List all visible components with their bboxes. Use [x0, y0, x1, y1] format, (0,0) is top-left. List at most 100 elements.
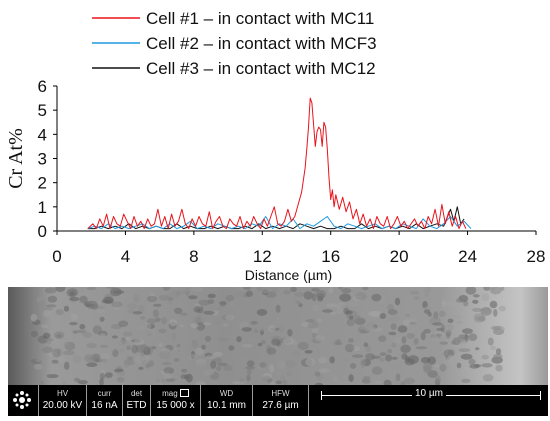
- sem-grain: [401, 336, 407, 344]
- x-tick-label-4: 4: [121, 247, 130, 266]
- sem-grain: [311, 287, 320, 292]
- series-line-2: [87, 216, 472, 230]
- sem-grain: [493, 309, 498, 317]
- sem-grain: [63, 305, 70, 312]
- sem-grain: [413, 296, 420, 300]
- scale-bar-tick-right: [540, 391, 541, 400]
- sem-grain: [294, 291, 304, 298]
- sem-grain: [363, 342, 369, 347]
- sem-grain: [472, 299, 479, 304]
- sem-grain: [436, 333, 442, 337]
- sem-grain: [349, 315, 354, 320]
- sem-grain: [241, 327, 252, 332]
- sem-grain: [338, 287, 343, 290]
- sem-grain: [392, 379, 402, 385]
- sem-grain: [277, 360, 287, 370]
- sem-grain: [38, 299, 46, 308]
- x-tick-label-28: 28: [527, 247, 546, 266]
- sem-grain: [57, 356, 66, 363]
- sem-grain: [339, 358, 350, 362]
- sem-grain: [105, 287, 115, 289]
- sem-grain: [360, 325, 371, 331]
- sem-grain: [163, 372, 173, 380]
- sem-grain: [146, 295, 158, 303]
- sem-grain: [435, 375, 441, 383]
- sem-grain: [407, 355, 419, 364]
- sem-grain: [77, 380, 88, 385]
- sem-grain: [406, 333, 416, 339]
- sem-grain: [355, 292, 367, 301]
- sem-grain: [30, 330, 38, 338]
- sem-grain: [278, 324, 284, 333]
- sem-grain: [336, 308, 344, 315]
- sem-grain: [223, 365, 233, 371]
- sem-grain: [409, 290, 420, 295]
- sem-grain: [245, 290, 253, 297]
- sem-grain: [460, 353, 473, 360]
- sem-grain: [223, 323, 229, 327]
- sem-grain: [207, 293, 216, 299]
- sem-grain: [362, 376, 371, 380]
- sem-grain: [283, 290, 291, 295]
- sem-grain: [104, 372, 113, 378]
- sem-grain: [122, 331, 133, 337]
- sem-grain: [246, 360, 255, 367]
- y-tick-label-1: 1: [38, 198, 47, 217]
- sem-grain: [348, 338, 354, 343]
- sem-grain: [480, 307, 492, 316]
- sem-grain: [195, 347, 204, 356]
- sem-grain: [236, 336, 242, 343]
- sem-grain: [317, 318, 323, 322]
- sem-grain: [117, 371, 126, 377]
- sem-grain: [351, 354, 364, 358]
- sem-grain: [360, 359, 366, 369]
- sem-grain: [371, 293, 382, 302]
- sem-grain: [241, 343, 254, 348]
- sem-grain: [305, 358, 315, 367]
- sem-grain: [489, 345, 496, 351]
- sem-grain: [341, 288, 352, 294]
- sem-grain: [134, 355, 144, 365]
- sem-grain: [400, 344, 411, 353]
- sem-grain: [34, 364, 43, 370]
- sem-grain: [70, 324, 75, 332]
- sem-grain: [140, 344, 149, 352]
- sem-grain: [315, 335, 325, 342]
- sem-grain: [365, 353, 375, 361]
- sem-grain: [318, 357, 328, 364]
- sem-grain: [133, 338, 145, 346]
- sem-grain: [343, 307, 350, 315]
- sem-grain: [267, 325, 276, 332]
- sem-grain: [362, 287, 369, 291]
- sem-grain: [415, 346, 427, 350]
- sem-grain: [400, 287, 411, 292]
- sem-grain: [30, 313, 38, 322]
- sem-grain: [379, 352, 387, 356]
- sem-grain: [469, 364, 480, 369]
- sem-grain: [216, 365, 222, 371]
- sem-grain: [409, 318, 418, 322]
- sem-grain: [307, 321, 319, 329]
- sem-grain: [161, 317, 168, 325]
- x-axis-label: Distance (µm): [245, 267, 332, 283]
- sem-grain: [271, 338, 281, 346]
- sem-grain: [439, 363, 447, 372]
- sem-grain: [220, 304, 226, 307]
- sem-grain: [99, 378, 104, 385]
- sem-grain: [191, 287, 204, 292]
- sem-grain: [456, 362, 462, 369]
- sem-grain: [203, 369, 215, 376]
- sem-grain: [423, 287, 431, 293]
- cr-profile-chart: Cell #1 – in contact with MC11 Cell #2 – …: [5, 9, 546, 283]
- sem-grain: [495, 348, 502, 356]
- sem-grain: [447, 354, 455, 364]
- legend-label-2: Cell #2 – in contact with MCF3: [146, 34, 377, 53]
- sem-grain: [322, 309, 333, 313]
- sem-grain: [458, 348, 471, 352]
- sem-grain: [174, 307, 183, 314]
- sem-grain: [99, 358, 105, 363]
- sem-grain: [79, 287, 85, 293]
- sem-grain: [261, 287, 270, 294]
- sem-grain: [422, 362, 433, 372]
- sem-grain: [468, 333, 478, 341]
